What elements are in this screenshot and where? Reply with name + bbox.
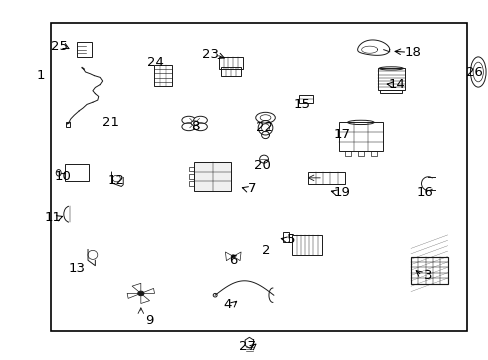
Text: 16: 16 — [416, 186, 433, 199]
Polygon shape — [141, 293, 149, 303]
Bar — [344, 151, 350, 156]
Text: 27: 27 — [239, 340, 255, 353]
Text: 25: 25 — [51, 40, 68, 53]
Ellipse shape — [138, 291, 143, 296]
Text: 19: 19 — [333, 186, 350, 199]
Text: 18: 18 — [404, 46, 421, 59]
Ellipse shape — [231, 255, 235, 258]
Ellipse shape — [182, 116, 195, 124]
Text: 23: 23 — [202, 48, 218, 61]
Bar — [221, 67, 240, 76]
Text: 26: 26 — [465, 66, 482, 78]
Bar — [299, 95, 312, 103]
Text: 2: 2 — [262, 244, 270, 257]
Text: 8: 8 — [191, 120, 200, 132]
Text: 20: 20 — [253, 159, 270, 172]
Text: 6: 6 — [229, 255, 238, 267]
Bar — [194, 162, 231, 191]
Bar — [188, 174, 194, 179]
Bar — [370, 151, 376, 156]
Text: 10: 10 — [54, 170, 71, 183]
Bar — [77, 42, 92, 57]
Bar — [410, 256, 447, 284]
Text: 13: 13 — [69, 262, 85, 275]
Bar — [219, 57, 242, 69]
Bar — [51, 23, 466, 331]
Bar — [308, 172, 345, 184]
Text: 7: 7 — [247, 183, 256, 195]
Polygon shape — [225, 252, 233, 261]
Polygon shape — [127, 293, 141, 298]
Text: 11: 11 — [44, 211, 61, 224]
Bar — [282, 232, 288, 242]
Ellipse shape — [193, 123, 207, 131]
Bar — [357, 151, 363, 156]
Text: 9: 9 — [144, 314, 153, 327]
Bar — [338, 122, 382, 151]
Text: 14: 14 — [388, 78, 405, 91]
Text: 5: 5 — [286, 233, 295, 246]
Bar — [65, 122, 70, 127]
Bar — [377, 68, 404, 90]
Polygon shape — [132, 283, 141, 293]
Text: 15: 15 — [293, 98, 310, 111]
Text: 21: 21 — [102, 116, 118, 129]
Bar — [188, 167, 194, 171]
Text: 22: 22 — [255, 121, 272, 134]
Text: 3: 3 — [423, 269, 431, 282]
Text: 17: 17 — [333, 129, 350, 141]
Text: 12: 12 — [108, 174, 124, 186]
Bar — [153, 65, 172, 86]
Bar — [292, 235, 321, 255]
Text: 1: 1 — [36, 69, 45, 82]
Polygon shape — [141, 288, 154, 293]
Ellipse shape — [182, 123, 195, 131]
Text: 4: 4 — [223, 298, 231, 311]
Ellipse shape — [190, 121, 198, 125]
Text: 24: 24 — [147, 57, 163, 69]
Bar — [188, 181, 194, 186]
Polygon shape — [244, 337, 253, 348]
Bar — [64, 164, 89, 181]
Bar — [380, 90, 401, 93]
Ellipse shape — [193, 116, 207, 124]
Polygon shape — [233, 252, 241, 261]
